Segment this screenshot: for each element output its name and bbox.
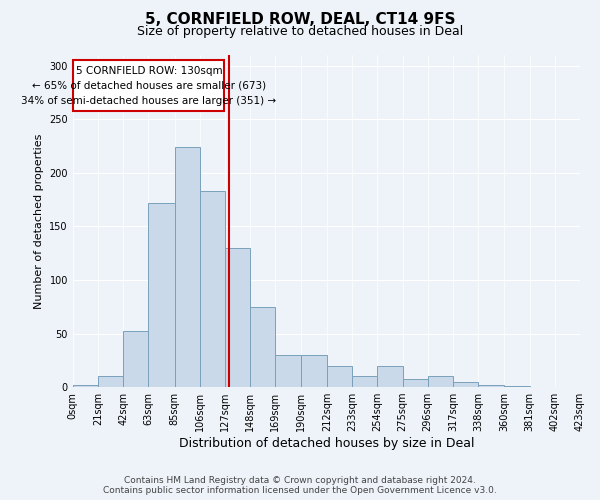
Bar — [123, 332, 148, 387]
Bar — [275, 355, 301, 387]
Bar — [175, 147, 200, 387]
Text: Size of property relative to detached houses in Deal: Size of property relative to detached ho… — [137, 25, 463, 38]
Bar — [73, 60, 224, 110]
Bar — [377, 366, 403, 387]
Bar — [478, 385, 505, 387]
Text: 5, CORNFIELD ROW, DEAL, CT14 9FS: 5, CORNFIELD ROW, DEAL, CT14 9FS — [145, 12, 455, 28]
Text: Contains HM Land Registry data © Crown copyright and database right 2024.
Contai: Contains HM Land Registry data © Crown c… — [103, 476, 497, 495]
Text: 34% of semi-detached houses are larger (351) →: 34% of semi-detached houses are larger (… — [22, 96, 277, 106]
Bar — [73, 385, 98, 387]
Y-axis label: Number of detached properties: Number of detached properties — [34, 134, 44, 308]
Text: ← 65% of detached houses are smaller (673): ← 65% of detached houses are smaller (67… — [32, 80, 266, 90]
Bar — [505, 386, 530, 387]
Bar — [428, 376, 453, 387]
Bar — [327, 366, 352, 387]
Text: 5 CORNFIELD ROW: 130sqm: 5 CORNFIELD ROW: 130sqm — [76, 66, 222, 76]
Bar — [352, 376, 377, 387]
Bar — [98, 376, 123, 387]
Bar — [225, 248, 250, 387]
Bar — [148, 203, 175, 387]
X-axis label: Distribution of detached houses by size in Deal: Distribution of detached houses by size … — [179, 437, 474, 450]
Bar — [250, 306, 275, 387]
Bar — [453, 382, 478, 387]
Bar — [301, 355, 327, 387]
Bar — [200, 191, 225, 387]
Bar — [403, 378, 428, 387]
